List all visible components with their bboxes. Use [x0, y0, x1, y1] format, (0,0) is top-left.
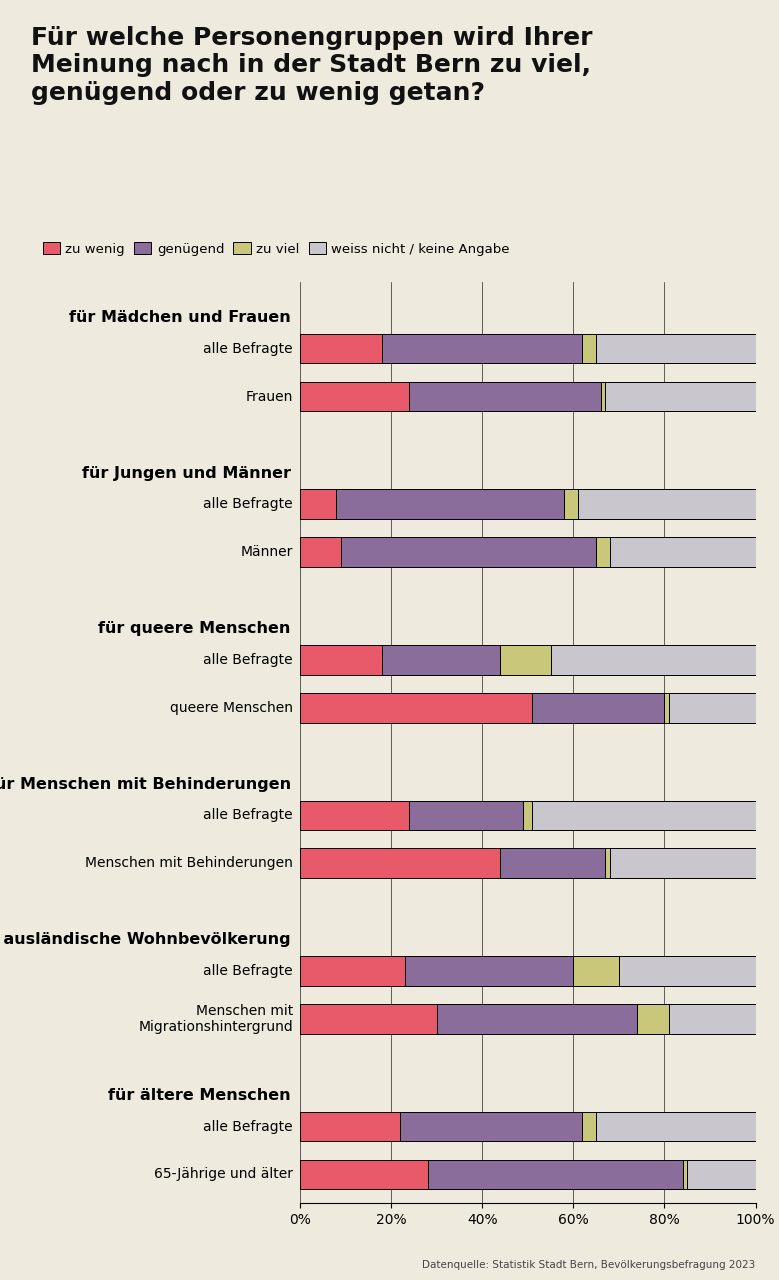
Text: Für welche Personengruppen wird Ihrer
Meinung nach in der Stadt Bern zu viel,
ge: Für welche Personengruppen wird Ihrer Me… [31, 26, 593, 105]
Bar [300, 645, 382, 675]
Bar [300, 849, 500, 878]
Bar [382, 334, 583, 364]
Bar [669, 1004, 756, 1034]
Text: für ältere Menschen: für ältere Menschen [108, 1088, 291, 1103]
Bar [573, 956, 619, 986]
Bar [500, 645, 551, 675]
Bar [409, 381, 601, 411]
Bar [532, 800, 756, 831]
Text: für Menschen mit Behinderungen: für Menschen mit Behinderungen [0, 777, 291, 792]
Bar [605, 381, 756, 411]
Bar [532, 692, 664, 722]
Bar [500, 849, 605, 878]
Bar [578, 489, 756, 520]
Bar [682, 1160, 687, 1189]
Bar [300, 538, 341, 567]
Bar [409, 800, 523, 831]
Text: für die ausländische Wohnbevölkerung: für die ausländische Wohnbevölkerung [0, 932, 291, 947]
Bar [382, 645, 500, 675]
Bar [583, 334, 596, 364]
Bar [596, 1112, 756, 1142]
Bar [300, 1004, 436, 1034]
Text: für Mädchen und Frauen: für Mädchen und Frauen [69, 310, 291, 325]
Legend: zu wenig, genügend, zu viel, weiss nicht / keine Angabe: zu wenig, genügend, zu viel, weiss nicht… [37, 237, 515, 261]
Bar [564, 489, 578, 520]
Bar [610, 849, 756, 878]
Bar [300, 800, 409, 831]
Bar [300, 692, 532, 722]
Bar [341, 538, 596, 567]
Text: für queere Menschen: für queere Menschen [98, 621, 291, 636]
Bar [637, 1004, 669, 1034]
Bar [605, 849, 610, 878]
Bar [596, 538, 610, 567]
Bar [300, 334, 382, 364]
Bar [436, 1004, 637, 1034]
Bar [400, 1112, 583, 1142]
Bar [583, 1112, 596, 1142]
Bar [523, 800, 532, 831]
Bar [300, 956, 405, 986]
Bar [610, 538, 756, 567]
Bar [428, 1160, 682, 1189]
Bar [687, 1160, 756, 1189]
Bar [601, 381, 605, 411]
Bar [337, 489, 564, 520]
Text: für Jungen und Männer: für Jungen und Männer [82, 466, 291, 480]
Bar [551, 645, 756, 675]
Bar [664, 692, 669, 722]
Text: Datenquelle: Statistik Stadt Bern, Bevölkerungsbefragung 2023: Datenquelle: Statistik Stadt Bern, Bevöl… [422, 1260, 756, 1270]
Bar [300, 1112, 400, 1142]
Bar [300, 1160, 428, 1189]
Bar [300, 489, 337, 520]
Bar [619, 956, 756, 986]
Bar [596, 334, 756, 364]
Bar [669, 692, 756, 722]
Bar [300, 381, 409, 411]
Bar [405, 956, 573, 986]
